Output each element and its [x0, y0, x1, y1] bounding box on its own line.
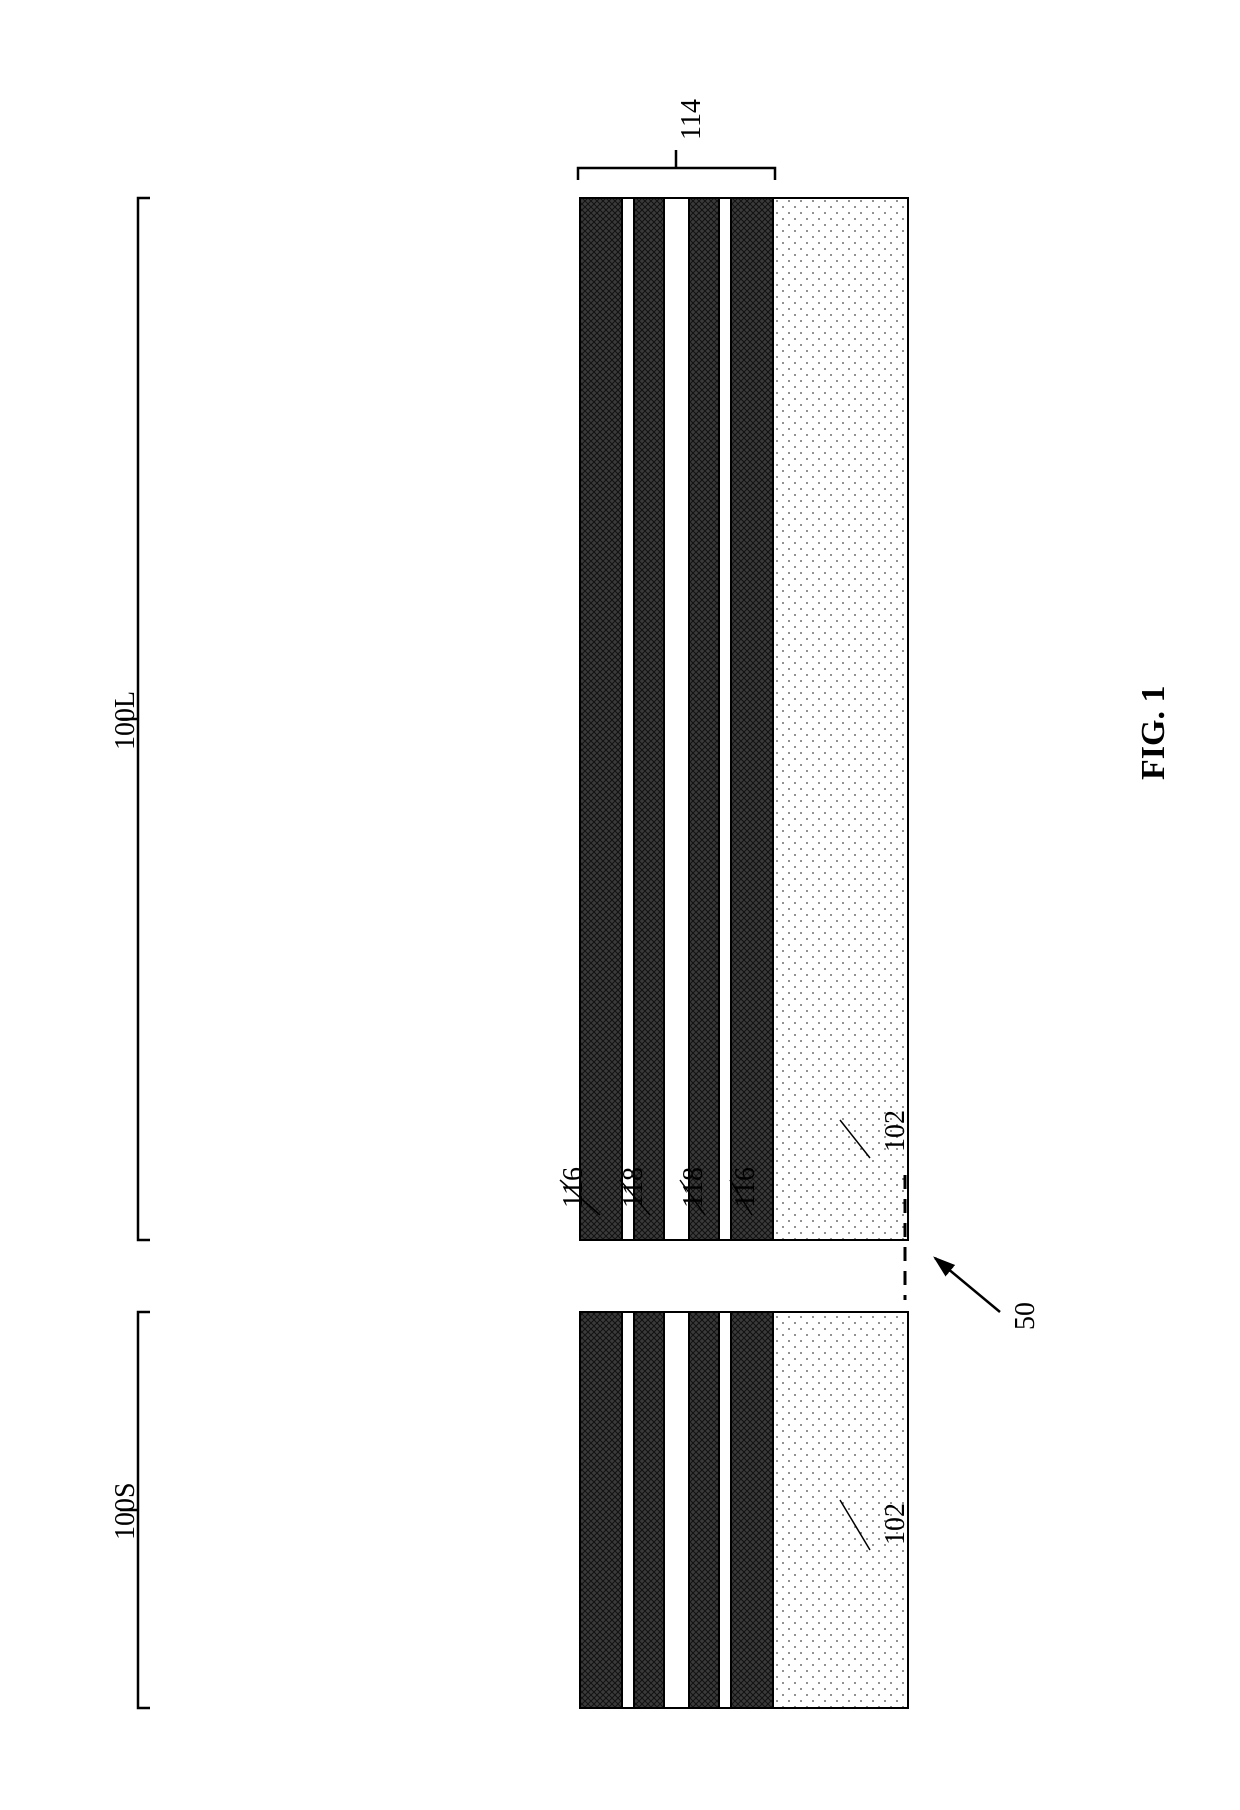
label-100S: 100S: [110, 1482, 142, 1540]
gap2-small: [664, 1312, 689, 1708]
bracket-114: [578, 150, 775, 180]
layer-118-top-large: [634, 198, 664, 1240]
layer-116-bottom-small: [731, 1312, 773, 1708]
label-100L: 100L: [110, 691, 142, 750]
gap2-large: [664, 198, 689, 1240]
label-118-top: 118: [618, 1167, 650, 1208]
gap1-small: [719, 1312, 731, 1708]
layer-substrate-large: [773, 198, 908, 1240]
gap3-small: [622, 1312, 634, 1708]
layer-118-bottom-small: [689, 1312, 719, 1708]
figure-canvas: 100L 100S 116 118 118 116 102 102 114 50…: [0, 0, 1240, 1810]
diagram-svg: [0, 0, 1240, 1810]
label-118-bottom: 118: [678, 1167, 710, 1208]
label-116-top: 116: [558, 1167, 590, 1208]
layer-118-top-small: [634, 1312, 664, 1708]
gap1-large: [719, 198, 731, 1240]
label-114: 114: [676, 99, 708, 140]
figure-title: FIG. 1: [1135, 686, 1173, 780]
layer-116-bottom-large: [731, 198, 773, 1240]
layer-116-top-large: [580, 198, 622, 1240]
layer-116-top-small: [580, 1312, 622, 1708]
gap3-large: [622, 198, 634, 1240]
label-116-bottom: 116: [730, 1167, 762, 1208]
layer-118-bottom-large: [689, 198, 719, 1240]
label-102-large: 102: [880, 1110, 912, 1152]
label-102-small: 102: [880, 1503, 912, 1545]
label-50: 50: [1010, 1302, 1042, 1330]
ref-50-arrow: [935, 1258, 1000, 1312]
